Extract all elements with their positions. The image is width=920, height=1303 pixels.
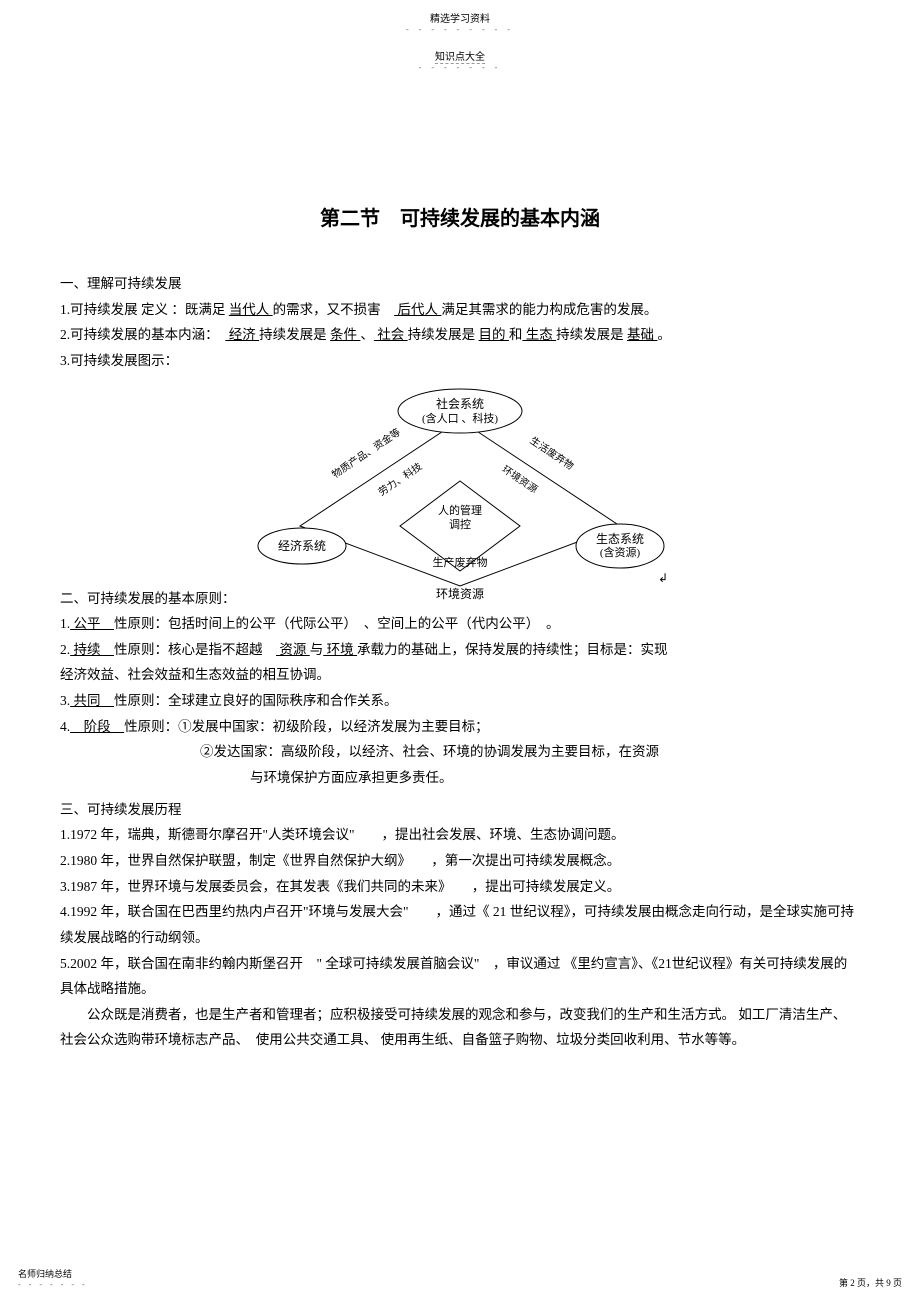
diagram-center-bottom: 生产废弃物 [433, 555, 488, 569]
footer-left: 名师归纳总结 - - - - - - - [18, 1267, 88, 1289]
section1-heading: 一、理解可持续发展 [60, 271, 860, 297]
footer-right: 第 2 页，共 9 页 [839, 1276, 902, 1289]
s2-l4: 4. 阶段 性原则：①发展中国家：初级阶段，以经济发展为主要目标； [60, 714, 860, 740]
s2-l3: 3. 共同 性原则：全球建立良好的国际秩序和合作关系。 [60, 688, 860, 714]
s3-l4: 4.1992 年，联合国在巴西里约热内卢召开"环境与发展大会" ，通过《 21 … [60, 899, 860, 950]
s2-l4d: 与环境保护方面应承担更多责任。 [60, 765, 860, 791]
s2-l2: 2. 持续 性原则：核心是指不超越 资源 与 环境 承载力的基础上，保持发展的持… [60, 637, 860, 663]
edge-tr2: 环境资源 [500, 462, 540, 495]
txt: 性原则：包括时间上的公平（代际公平） 、空间上的公平（代内公平） 。 [114, 616, 560, 631]
diagram-top-box: 社会系统 [436, 396, 484, 411]
blank: 经济 [225, 327, 259, 342]
txt: 、 [360, 327, 374, 342]
s2-l2b: 经济效益、社会效益和生态效益的相互协调。 [60, 662, 860, 688]
txt: 和 [509, 327, 523, 342]
diagram-center1: 人的管理 [438, 503, 482, 517]
blank: 后代人 [394, 302, 441, 317]
sustain-diagram: 社会系统 (含人口 、科技) 经济系统 生态系统 (含资源) 人的管理 调控 生… [60, 386, 860, 606]
dash-decoration-2: - - - - - - - [60, 63, 860, 72]
s2-l4c: ②发达国家：高级阶段，以经济、社会、环境的协调发展为主要目标，在资源 [60, 739, 860, 765]
blank: 生态 [522, 327, 556, 342]
diagram-right-box-sub: (含资源) [600, 545, 641, 559]
diagram-left-box: 经济系统 [278, 538, 326, 553]
blank: 公平 [70, 616, 114, 631]
txt: 满足其需求的能力构成危害的发展。 [441, 302, 657, 317]
page-title: 第二节 可持续发展的基本内涵 [60, 202, 860, 231]
dash-decoration-footer: - - - - - - - [18, 1280, 88, 1289]
txt: 2. [60, 642, 70, 657]
blank: 持续 [70, 642, 114, 657]
s2-l1: 1. 公平 性原则：包括时间上的公平（代际公平） 、空间上的公平（代内公平） 。 [60, 611, 860, 637]
s1-line2: 2.可持续发展的基本内涵： 经济 持续发展是 条件 、 社会 持续发展是 目的 … [60, 322, 860, 348]
txt: 的需求，又不损害 [273, 302, 395, 317]
txt: 性原则：全球建立良好的国际秩序和合作关系。 [114, 693, 398, 708]
txt: 持续发展是 [259, 327, 330, 342]
txt: 持续发展是 [408, 327, 479, 342]
s3-l2: 2.1980 年，世界自然保护联盟，制定《世界自然保护大纲》 ，第一次提出可持续… [60, 848, 860, 874]
blank: 共同 [70, 693, 114, 708]
footer-left-text: 名师归纳总结 [18, 1269, 72, 1279]
edge-tl: 物质产品、资金等 [329, 425, 403, 481]
s3-l5: 5.2002 年，联合国在南非约翰内斯堡召开 " 全球可持续发展首脑会议" ，审… [60, 951, 860, 1002]
txt: 性原则：核心是指不超越 [114, 642, 276, 657]
txt: 持续发展是 [556, 327, 627, 342]
diagram-bottom-label: 环境资源 [436, 586, 484, 601]
blank: 当代人 [229, 302, 273, 317]
txt: 4. [60, 719, 70, 734]
txt: 承载力的基础上，保持发展的持续性；目标是：实现 [357, 642, 668, 657]
blank: 社会 [374, 327, 408, 342]
s3-l1: 1.1972 年，瑞典，斯德哥尔摩召开"人类环境会议" ，提出社会发展、环境、生… [60, 822, 860, 848]
blank: 环境 [323, 642, 357, 657]
blank: 阶段 [70, 719, 124, 734]
txt: 。 [657, 327, 671, 342]
txt: 1.可持续发展 定义 ：既满足 [60, 302, 229, 317]
edge-tr: 生活废弃物 [528, 433, 577, 472]
doc-header-top: 精选学习资料 [60, 0, 860, 25]
diagram-top-box-sub: (含人口 、科技) [422, 411, 498, 425]
txt: 2.可持续发展的基本内涵： [60, 327, 225, 342]
txt: 3. [60, 693, 70, 708]
section3-heading: 三、可持续发展历程 [60, 797, 860, 823]
dash-decoration: - - - - - - - - - [60, 25, 860, 34]
txt: 1. [60, 616, 70, 631]
txt: 性原则：①发展中国家：初级阶段，以经济发展为主要目标； [124, 719, 489, 734]
s1-line1: 1.可持续发展 定义 ：既满足 当代人 的需求，又不损害 后代人 满足其需求的能… [60, 297, 860, 323]
blank: 资源 [276, 642, 310, 657]
diagram-right-box: 生态系统 [596, 532, 644, 546]
s3-l3: 3.1987 年，世界环境与发展委员会，在其发表《我们共同的未来》 ，提出可持续… [60, 874, 860, 900]
s1-line3: 3.可持续发展图示： [60, 348, 860, 374]
s3-para: 公众既是消费者，也是生产者和管理者；应积极接受可持续发展的观念和参与，改变我们的… [60, 1002, 860, 1053]
blank: 条件 [330, 327, 360, 342]
diagram-center2: 调控 [449, 517, 471, 531]
return-marker: ↲ [658, 571, 668, 585]
edge-tl2: 劳力、科技 [376, 459, 425, 498]
txt: 与 [310, 642, 324, 657]
blank: 目的 [479, 327, 509, 342]
blank: 基础 [627, 327, 657, 342]
doc-header-sub: 知识点大全 [435, 48, 485, 64]
